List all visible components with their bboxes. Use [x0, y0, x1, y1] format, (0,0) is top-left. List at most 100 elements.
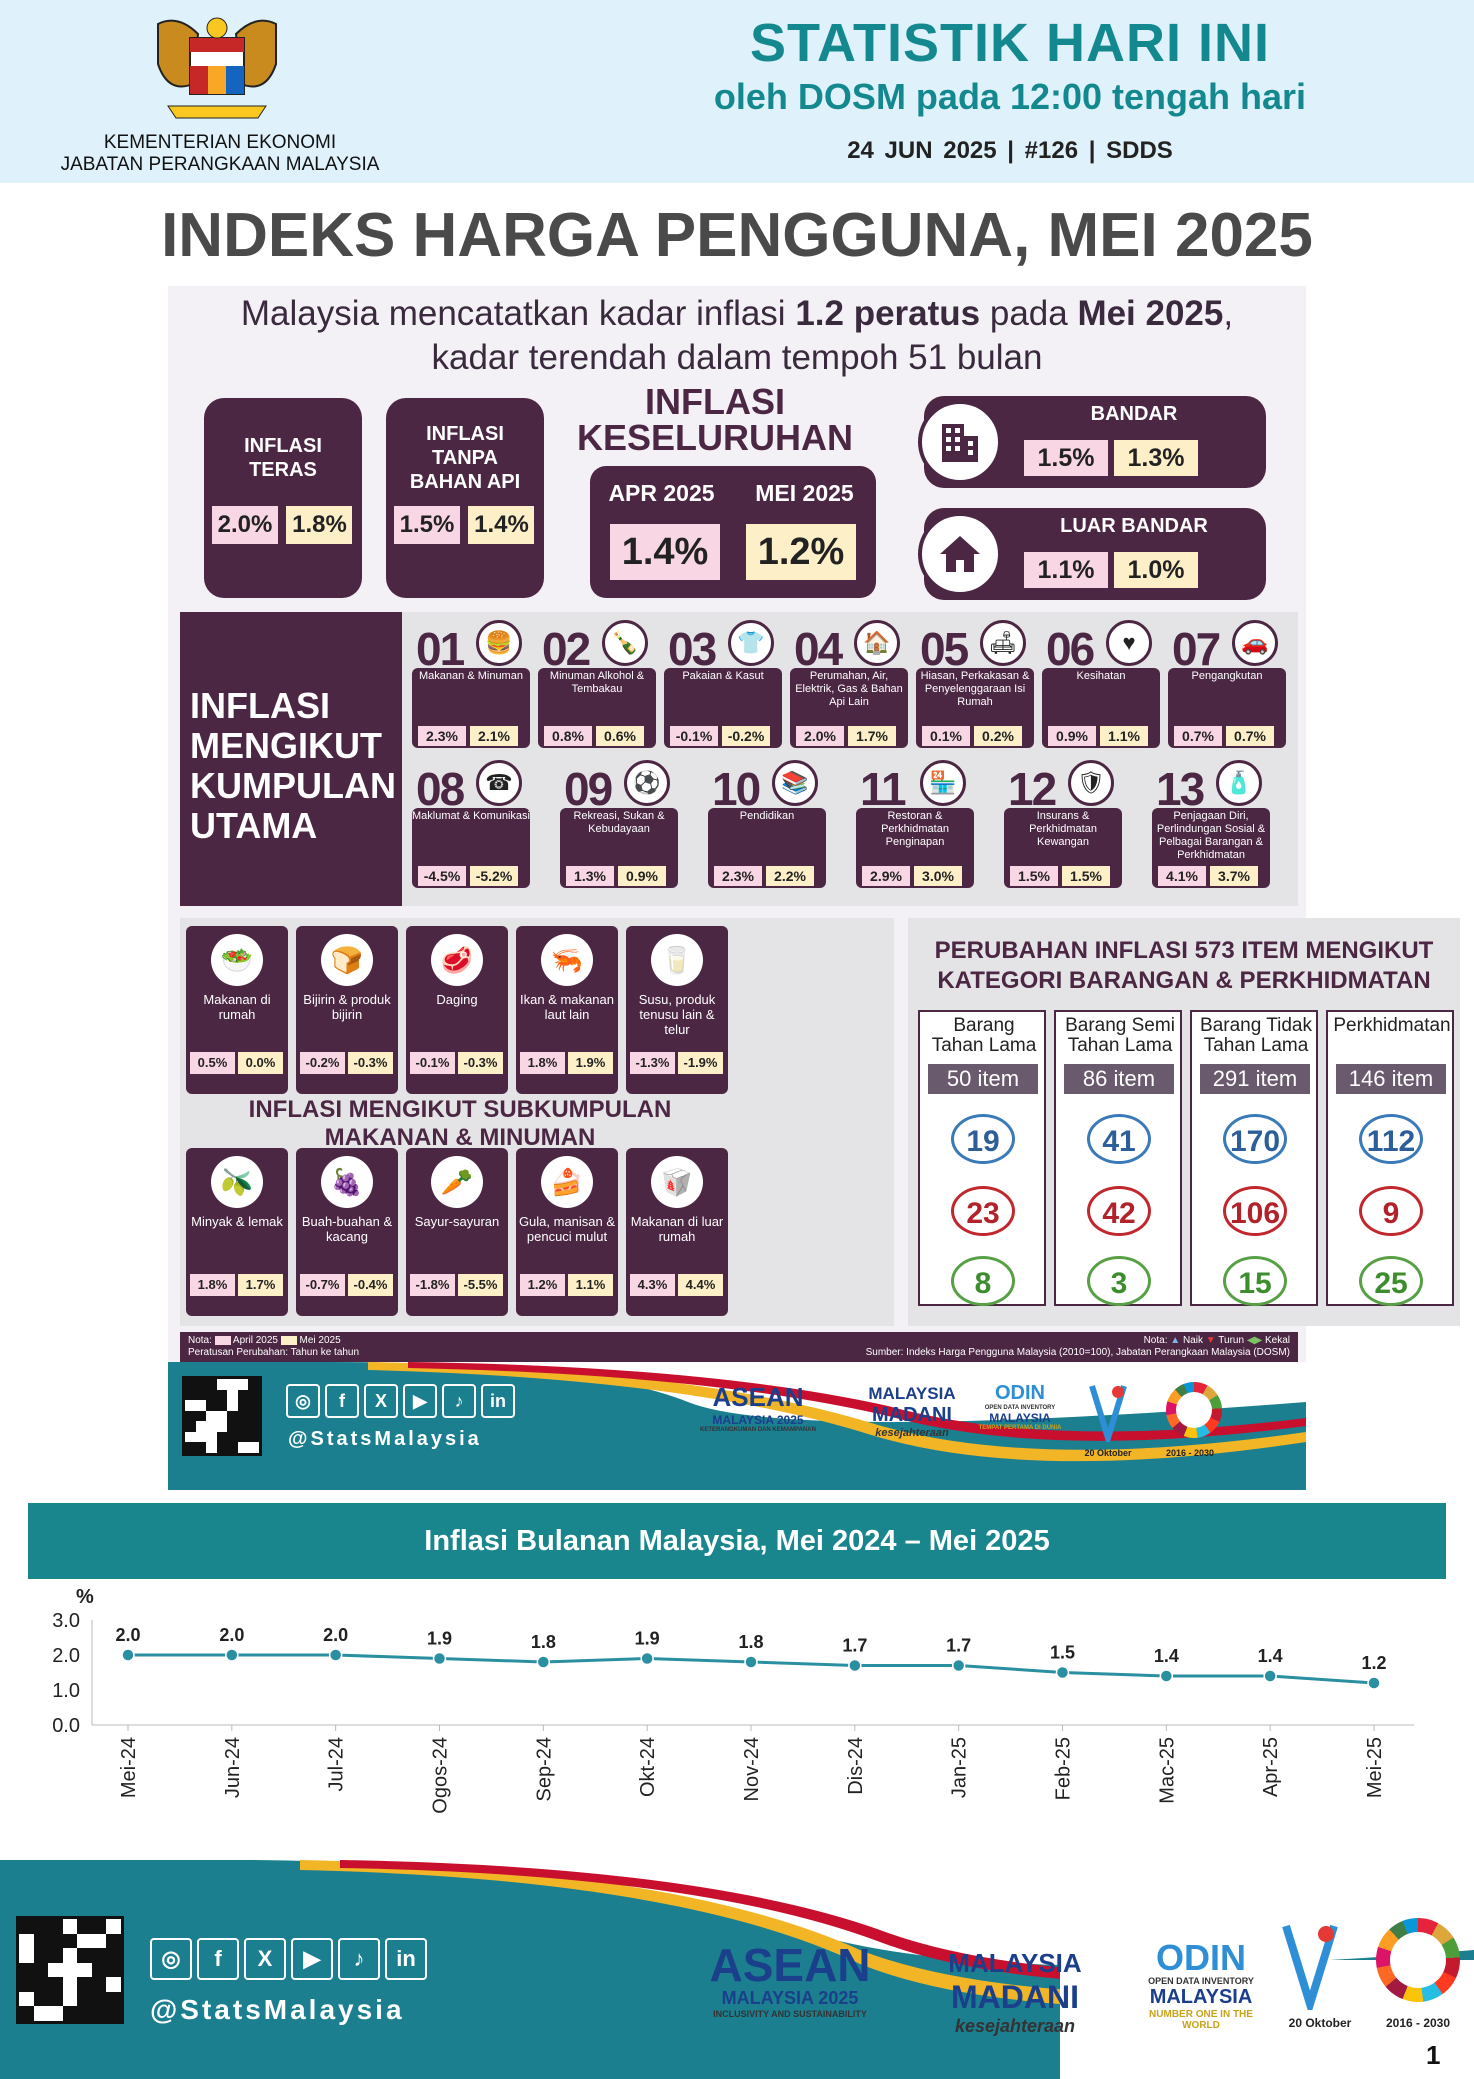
apr-value: 2.3% [714, 866, 762, 886]
mei-value: 0.0% [238, 1052, 283, 1074]
qr-module [33, 1977, 49, 1992]
linkedin-icon[interactable]: in [385, 1938, 427, 1980]
qr-module [19, 1919, 34, 1934]
apr-value: -1.8% [410, 1274, 455, 1296]
qr-module [206, 1442, 217, 1453]
headline-rate: 1.2 peratus [795, 294, 981, 333]
data-label: 1.9 [427, 1629, 452, 1649]
qr-module [33, 1991, 49, 2007]
logo-text: NUMBER ONE IN THE WORLD [1149, 2009, 1253, 2031]
bread-icon: 🍞 [321, 934, 373, 986]
x-icon[interactable]: X [244, 1938, 286, 1980]
apr-value: 0.9% [1048, 726, 1096, 746]
kekal-count: 15 [1223, 1256, 1287, 1306]
apr-value: 2.0% [212, 506, 278, 544]
group-label: Pakaian & Kasut [682, 670, 764, 682]
shop-icon: 🏪 [920, 760, 966, 806]
group-body: Perumahan, Air, Elektrik, Gas & Bahan Ap… [790, 668, 908, 748]
qr-module [62, 1933, 78, 1949]
qr-module [77, 2006, 92, 2021]
subgroup-card: 🦐 Ikan & makanan laut lain 1.8% 1.9% [516, 926, 618, 1094]
data-point [640, 1651, 654, 1666]
x-tick-label: Okt-24 [637, 1737, 659, 1797]
title-line: KUMPULAN [190, 765, 396, 806]
odin-logo: ODIN OPEN DATA INVENTORY MALAYSIA NUMBER… [1136, 1940, 1266, 2032]
apr-value: -0.2% [300, 1052, 345, 1074]
qr-module [227, 1379, 238, 1390]
tiktok-icon[interactable]: ♪ [338, 1938, 380, 1980]
asean-logo: ASEAN MALAYSIA 2025 KETERANGKUMAN DAN KE… [698, 1382, 818, 1433]
data-point [951, 1658, 966, 1673]
mei-value: -0.3% [458, 1052, 503, 1074]
naik-count: 170 [1223, 1114, 1287, 1164]
data-point [432, 1651, 447, 1666]
group-number: 06 [1046, 623, 1095, 675]
mei-value: 0.7% [1226, 726, 1274, 746]
x-tick-label: Jul-24 [326, 1737, 348, 1791]
mei-value: 1.9% [568, 1052, 613, 1074]
department-line: JABATAN PERANGKAAN MALAYSIA [60, 154, 380, 175]
qr-module [185, 1379, 196, 1390]
qr-module [77, 1919, 92, 1934]
subgroup-card: 🥕 Sayur-sayuran -1.8% -5.5% [406, 1148, 508, 1316]
item-changes-section: PERUBAHAN INFLASI 573 ITEM MENGIKUT KATE… [908, 918, 1460, 1326]
subgroup-label: Minyak & lemak [191, 1214, 283, 1229]
turun-count: 23 [951, 1186, 1015, 1236]
data-point [536, 1655, 551, 1669]
data-label: 1.8 [738, 1632, 763, 1652]
data-point [848, 1658, 862, 1673]
oil-icon: 🫒 [211, 1156, 263, 1208]
social-handle[interactable]: @StatsMalaysia [288, 1428, 482, 1450]
subgroup-card: 🥩 Daging -0.1% -0.3% [406, 926, 508, 1094]
naik-count: 19 [951, 1114, 1015, 1164]
qr-module [62, 1948, 78, 1963]
social-handle[interactable]: @StatsMalaysia [150, 1994, 405, 2025]
down-arrow-icon: ▼ [1205, 1335, 1216, 1346]
label-line: Perkhidmatan [1333, 1015, 1451, 1036]
youtube-icon[interactable]: ▶ [403, 1384, 437, 1418]
facebook-icon[interactable]: f [325, 1384, 359, 1418]
logo-text: INCLUSIVITY AND SUSTAINABILITY [713, 2009, 867, 2019]
qr-code[interactable] [182, 1376, 262, 1456]
group-number: 12 [1008, 763, 1057, 815]
bottle-icon: 🍾 [602, 620, 648, 666]
tiktok-icon[interactable]: ♪ [442, 1384, 476, 1418]
overall-inflation-card: APR 2025 MEI 2025 1.4% 1.2% [590, 466, 876, 598]
subgroup-card: 🥗 Makanan di rumah 0.5% 0.0% [186, 926, 288, 1094]
mei-value: 1.1% [1100, 726, 1148, 746]
meat-icon: 🥩 [431, 934, 483, 986]
x-icon[interactable]: X [364, 1384, 398, 1418]
card-label: INFLASI TERAS [244, 435, 322, 481]
nota-change-basis: Peratusan Perubahan: Tahun ke tahun [188, 1347, 360, 1358]
instagram-icon[interactable]: ◎ [286, 1384, 320, 1418]
chart-title: Inflasi Bulanan Malaysia, Mei 2024 – Mei… [424, 1525, 1050, 1557]
qr-module [227, 1431, 238, 1443]
subgroup-card: 🍇 Buah-buahan & kacang -0.7% -0.4% [296, 1148, 398, 1316]
page-title: INDEKS HARGA PENGGUNA, MEI 2025 [161, 201, 1313, 270]
fruit-icon: 🍇 [321, 1156, 373, 1208]
legend-left: Nota: April 2025 Mei 2025 [188, 1335, 1290, 1347]
qr-module [248, 1400, 259, 1411]
qr-module [19, 1991, 34, 2007]
furniture-icon: 🛋 [980, 620, 1026, 666]
title-line: MAKANAN & MINUMAN [324, 1124, 596, 1151]
group-body: Kesihatan 0.9% 1.1% [1042, 668, 1160, 748]
facebook-icon[interactable]: f [197, 1938, 239, 1980]
group-label: Kesihatan [1076, 670, 1126, 682]
qr-module [237, 1431, 249, 1443]
youtube-icon[interactable]: ▶ [291, 1938, 333, 1980]
qr-module [77, 1933, 92, 1949]
turun-count: 9 [1359, 1186, 1423, 1236]
subgroup-card: 🫒 Minyak & lemak 1.8% 1.7% [186, 1148, 288, 1316]
apr-value: 1.2% [520, 1274, 565, 1296]
apr-value: 2.0% [796, 726, 844, 746]
category-label: Barang Tidak Tahan Lama [1192, 1016, 1320, 1056]
label-line: Barang Semi [1065, 1015, 1175, 1036]
qr-code[interactable] [16, 1916, 124, 2024]
linkedin-icon[interactable]: in [481, 1384, 515, 1418]
apr-value: 1.5% [394, 506, 460, 544]
subgroup-label: Susu, produk tenusu lain & telur [638, 992, 716, 1037]
group-label: Pendidikan [739, 810, 795, 822]
qr-module [48, 2006, 63, 2021]
instagram-icon[interactable]: ◎ [150, 1938, 192, 1980]
